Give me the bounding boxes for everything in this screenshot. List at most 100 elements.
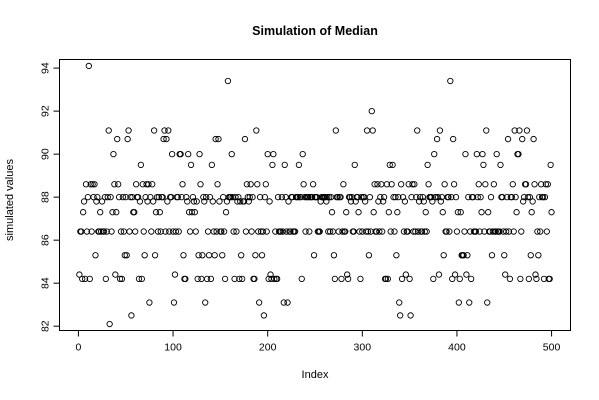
data-point [504, 135, 512, 143]
data-point [131, 209, 138, 216]
data-point [174, 193, 181, 201]
data-point [369, 127, 376, 134]
data-point [332, 127, 339, 134]
data-points [76, 62, 555, 328]
data-point [393, 252, 400, 259]
data-point [271, 275, 278, 283]
data-point [497, 161, 504, 169]
data-point [391, 228, 398, 235]
data-point [273, 275, 281, 283]
data-point [406, 275, 413, 283]
data-point [460, 252, 467, 259]
data-point [450, 181, 458, 188]
data-point [89, 181, 96, 188]
data-point [267, 271, 274, 278]
data-point [80, 209, 87, 216]
data-point [437, 198, 445, 205]
data-point [221, 228, 228, 235]
data-point [237, 198, 244, 205]
data-point [516, 127, 523, 134]
data-point [299, 150, 306, 158]
data-point [168, 150, 176, 158]
data-point [364, 228, 372, 235]
data-point [407, 312, 414, 319]
data-point [256, 193, 264, 201]
data-point [140, 228, 147, 235]
data-point [366, 193, 374, 201]
data-point [418, 228, 426, 235]
data-point [258, 252, 266, 259]
data-point [465, 193, 472, 201]
data-point [194, 275, 201, 283]
data-point [502, 271, 509, 278]
data-point [431, 150, 438, 158]
data-point [448, 193, 455, 201]
data-point [214, 181, 221, 188]
data-point [547, 161, 554, 169]
data-point [356, 228, 363, 235]
data-point [526, 193, 533, 201]
data-point [111, 181, 118, 188]
data-point [254, 181, 261, 188]
data-point [206, 193, 214, 201]
data-point [224, 77, 232, 85]
data-point [218, 228, 225, 235]
data-point [183, 193, 190, 201]
data-point [519, 135, 526, 143]
data-point [244, 193, 251, 201]
data-point [425, 181, 432, 188]
data-point [443, 228, 450, 235]
x-axis: 0 100 200 300 400 500 [76, 330, 560, 354]
data-point [245, 198, 252, 205]
data-point [251, 275, 258, 283]
data-point [344, 275, 352, 283]
data-point [109, 209, 116, 216]
data-point [430, 275, 437, 283]
data-point [363, 127, 371, 134]
data-point [496, 228, 503, 235]
data-point [152, 209, 160, 216]
data-point [192, 228, 199, 235]
data-point [324, 193, 331, 201]
data-point [485, 209, 492, 216]
data-point [280, 299, 287, 306]
data-point [118, 275, 126, 283]
data-point [163, 135, 170, 143]
data-point [377, 193, 384, 201]
data-point [325, 228, 332, 235]
data-point [284, 299, 291, 306]
data-point [200, 193, 207, 201]
data-point [385, 209, 392, 216]
data-point [149, 181, 156, 188]
data-point [368, 107, 375, 115]
data-point [204, 228, 212, 235]
data-point [439, 209, 446, 216]
data-point [446, 228, 453, 235]
data-point [466, 299, 473, 306]
data-point [474, 193, 481, 201]
data-point [508, 193, 515, 201]
data-point [79, 275, 86, 283]
data-point [247, 181, 254, 188]
data-point [178, 193, 185, 201]
data-point [539, 193, 547, 201]
data-point [157, 228, 164, 235]
data-point [197, 181, 204, 188]
data-point [400, 228, 408, 235]
data-point [193, 198, 200, 205]
data-point [215, 135, 222, 143]
data-point [160, 135, 167, 143]
data-point [522, 181, 530, 188]
data-point [346, 193, 354, 201]
data-point [221, 275, 229, 283]
data-point [112, 271, 119, 278]
data-point [397, 181, 405, 188]
data-point [291, 228, 299, 235]
data-point [150, 198, 157, 205]
plot-frame [59, 59, 571, 331]
data-point [422, 209, 429, 216]
data-point [97, 209, 104, 216]
data-point [543, 228, 550, 235]
x-tick-label: 300 [354, 342, 372, 354]
data-point [401, 198, 409, 205]
